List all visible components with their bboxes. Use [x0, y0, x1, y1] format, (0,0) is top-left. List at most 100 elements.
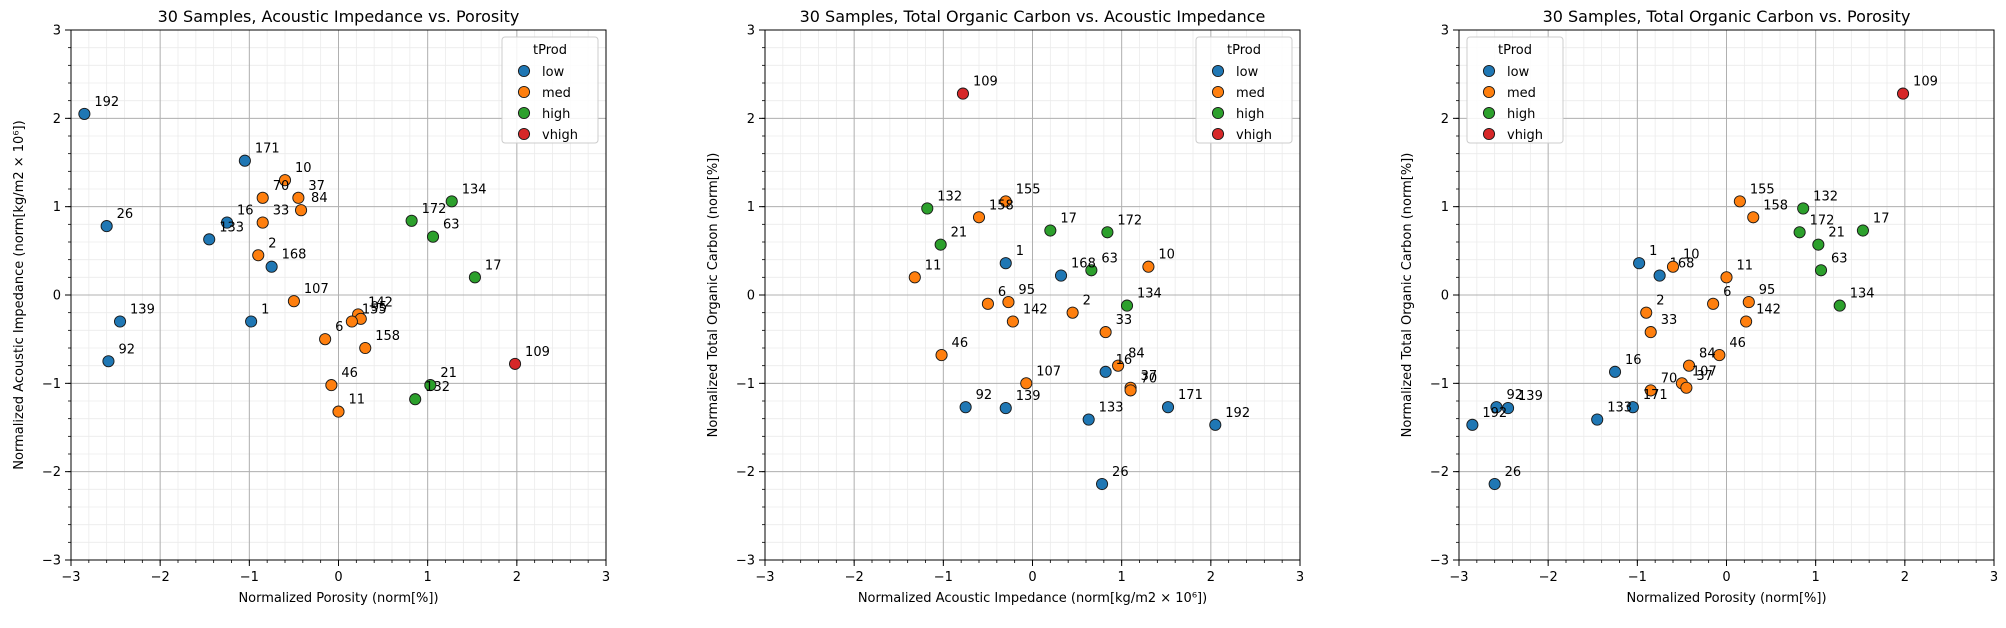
point-annotation: 17 — [1873, 212, 1890, 227]
point-annotation: 63 — [1101, 251, 1118, 266]
x-tick-label: 2 — [513, 570, 521, 585]
point-annotation: 168 — [282, 248, 307, 263]
point-annotation: 139 — [130, 303, 155, 318]
point-annotation: 21 — [1828, 226, 1845, 241]
x-axis-label: Normalized Porosity (norm[%]) — [238, 591, 438, 606]
point-annotation: 2 — [268, 236, 276, 251]
point-annotation: 133 — [1099, 401, 1124, 416]
data-point — [445, 195, 458, 208]
point-annotation: 26 — [1112, 465, 1129, 480]
x-tick-label: −2 — [151, 570, 170, 585]
legend-label: high — [1507, 107, 1535, 122]
data-point — [1640, 306, 1653, 319]
point-annotation: 132 — [937, 189, 962, 204]
point-annotation: 107 — [304, 282, 329, 297]
point-annotation: 70 — [273, 179, 290, 194]
point-annotation: 6 — [1723, 285, 1731, 300]
data-point — [1101, 226, 1114, 239]
legend: tProd low med high vhigh — [501, 36, 599, 144]
point-annotation: 133 — [219, 220, 244, 235]
point-annotation: 134 — [462, 182, 487, 197]
point-annotation: 92 — [1506, 388, 1523, 403]
y-tick-label: 3 — [747, 24, 755, 39]
data-point — [468, 271, 481, 284]
point-annotation: 107 — [1692, 364, 1717, 379]
plot-frame — [70, 29, 607, 561]
plot-frame — [764, 29, 1301, 561]
data-point — [113, 315, 127, 328]
point-annotation: 33 — [273, 204, 290, 219]
data-point — [265, 260, 278, 273]
point-annotation: 37 — [1696, 369, 1713, 384]
point-annotation: 107 — [1036, 364, 1061, 379]
chart-title: 30 Samples, Total Organic Carbon vs. Aco… — [800, 7, 1266, 26]
legend-marker — [1482, 64, 1496, 78]
legend-marker — [1211, 106, 1225, 120]
data-point — [1099, 326, 1112, 339]
point-annotation: 95 — [371, 300, 388, 315]
data-point — [1044, 224, 1057, 237]
data-point — [1124, 384, 1137, 397]
data-point — [1733, 195, 1746, 208]
point-annotation: 134 — [1850, 287, 1875, 302]
x-tick-label: 0 — [334, 570, 342, 585]
x-tick-label: 1 — [424, 570, 432, 585]
data-point — [1020, 377, 1033, 390]
point-annotation: 26 — [1505, 465, 1522, 480]
data-point — [1644, 326, 1657, 339]
data-point — [203, 233, 216, 246]
point-annotation: 168 — [1071, 257, 1096, 272]
point-annotation: 155 — [1750, 182, 1775, 197]
data-point — [220, 216, 234, 229]
data-point — [999, 402, 1012, 415]
data-point — [1633, 257, 1646, 270]
data-point — [959, 401, 972, 414]
point-annotation: 37 — [1141, 369, 1158, 384]
point-annotation: 142 — [1023, 303, 1048, 318]
legend-marker — [1482, 85, 1496, 99]
point-annotation: 109 — [525, 345, 550, 360]
y-tick-label: 1 — [53, 200, 61, 215]
data-point — [1161, 401, 1175, 414]
data-point — [287, 295, 300, 308]
data-point — [1120, 299, 1134, 312]
data-point — [238, 154, 251, 167]
data-point — [1085, 264, 1098, 277]
x-tick-label: −1 — [240, 570, 259, 585]
x-axis-label: Normalized Porosity (norm[%]) — [1626, 591, 1826, 606]
y-tick-label: 0 — [53, 289, 61, 304]
legend-label: high — [1236, 107, 1264, 122]
x-tick-label: 0 — [1028, 570, 1036, 585]
x-tick-label: −2 — [1539, 570, 1558, 585]
point-annotation: 6 — [335, 320, 343, 335]
legend-title: tProd — [1498, 43, 1532, 58]
point-annotation: 132 — [425, 380, 450, 395]
x-tick-label: 2 — [1207, 570, 1215, 585]
point-annotation: 46 — [341, 366, 358, 381]
data-points: 1091551581321722117631341168101195614223… — [1466, 75, 1938, 491]
data-point — [934, 238, 947, 251]
data-point — [1793, 226, 1806, 239]
data-point — [1713, 349, 1726, 362]
data-point — [294, 204, 308, 217]
x-tick-label: 1 — [1118, 570, 1126, 585]
point-annotation: 133 — [1607, 401, 1632, 416]
point-annotation: 2 — [1083, 294, 1091, 309]
point-annotation: 172 — [422, 202, 447, 217]
y-tick-label: 2 — [747, 112, 755, 127]
x-tick-label: −1 — [934, 570, 953, 585]
point-annotation: 95 — [1018, 283, 1035, 298]
data-point — [245, 315, 258, 328]
point-annotation: 46 — [1729, 336, 1746, 351]
plot-frame — [1458, 29, 1995, 561]
data-point — [1054, 269, 1068, 282]
data-point — [1591, 413, 1604, 426]
chart-title: 30 Samples, Total Organic Carbon vs. Por… — [1543, 7, 1911, 26]
data-point — [359, 341, 372, 355]
data-point — [1797, 202, 1810, 215]
legend-title: tProd — [533, 43, 567, 58]
data-point — [1006, 315, 1019, 328]
point-annotation: 172 — [1117, 213, 1142, 228]
